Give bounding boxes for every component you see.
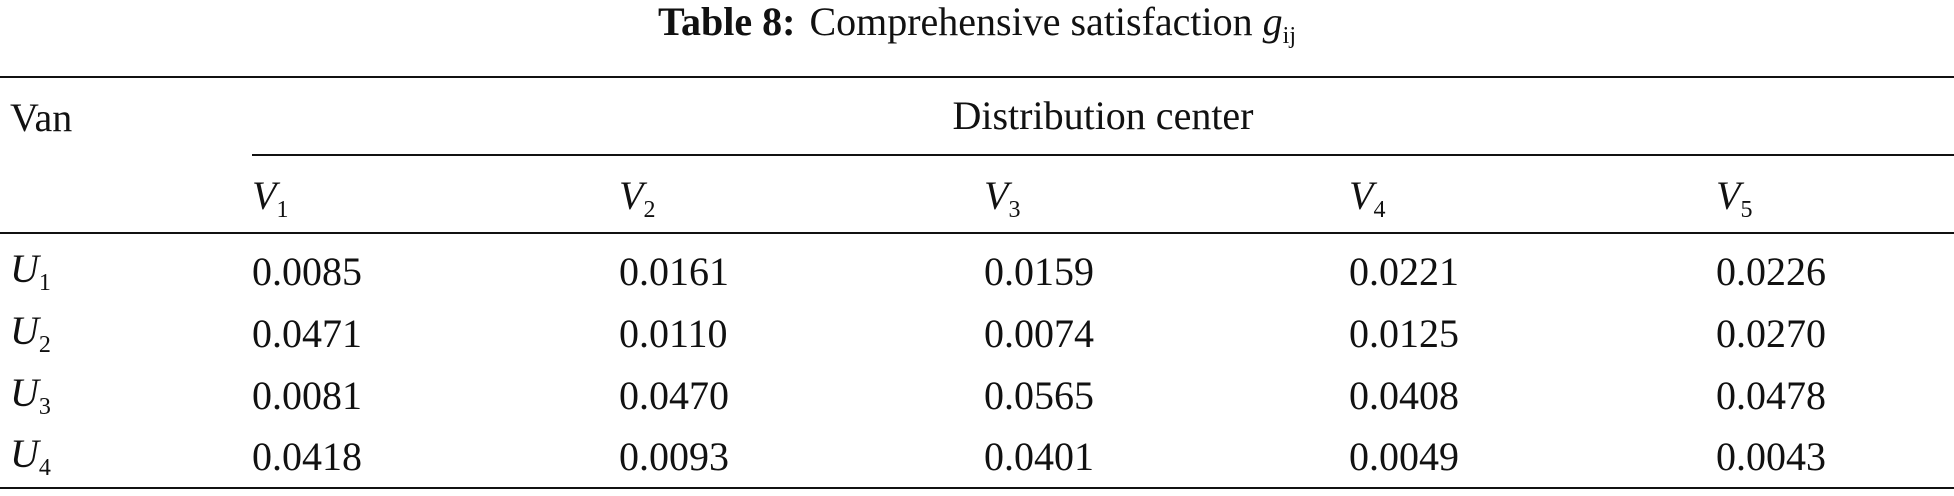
- row-label: U2: [10, 308, 51, 358]
- group-header: Distribution center: [952, 93, 1254, 138]
- table-label: Table 8:: [657, 0, 796, 44]
- row-label-symbol: U: [10, 246, 39, 291]
- row-label-symbol: U: [10, 308, 39, 353]
- cell: 0.0159: [984, 249, 1094, 294]
- row-label: U4: [10, 431, 51, 481]
- column-header-symbol: V: [984, 173, 1009, 218]
- cell: 0.0478: [1716, 373, 1826, 418]
- top-rule: [0, 76, 1954, 78]
- row-label: U3: [10, 370, 51, 420]
- header-rule: [0, 232, 1954, 234]
- column-header: V3: [984, 173, 1021, 223]
- row-label-symbol: U: [10, 431, 39, 476]
- row-label-subscript: 3: [38, 394, 51, 420]
- row-header: Van: [10, 95, 73, 140]
- cell: 0.0043: [1716, 434, 1826, 479]
- cell: 0.0125: [1349, 311, 1459, 356]
- cell: 0.0093: [619, 434, 729, 479]
- column-header-subscript: 1: [276, 197, 289, 223]
- column-header-subscript: 4: [1373, 197, 1386, 223]
- cell: 0.0270: [1716, 311, 1826, 356]
- cell: 0.0074: [984, 311, 1094, 356]
- column-header-symbol: V: [1716, 173, 1741, 218]
- column-header-subscript: 2: [643, 197, 656, 223]
- row-label-subscript: 1: [38, 270, 51, 296]
- column-header-subscript: 3: [1008, 197, 1021, 223]
- group-rule: [252, 154, 1954, 156]
- cell: 0.0471: [252, 311, 362, 356]
- cell: 0.0401: [984, 434, 1094, 479]
- cell: 0.0226: [1716, 249, 1826, 294]
- column-header: V4: [1349, 173, 1386, 223]
- cell: 0.0085: [252, 249, 362, 294]
- title-symbol: g: [1262, 0, 1283, 44]
- column-header: V5: [1716, 173, 1753, 223]
- column-header-symbol: V: [619, 173, 644, 218]
- cell: 0.0049: [1349, 434, 1459, 479]
- cell: 0.0110: [619, 311, 728, 356]
- row-label-symbol: U: [10, 370, 39, 415]
- column-header-symbol: V: [252, 173, 277, 218]
- cell: 0.0161: [619, 249, 729, 294]
- title-subscript: ij: [1282, 23, 1297, 49]
- column-header: V2: [619, 173, 656, 223]
- bottom-rule: [0, 487, 1954, 489]
- title-text: Comprehensive satisfaction: [809, 0, 1253, 44]
- column-header: V1: [252, 173, 289, 223]
- row-label-subscript: 4: [38, 455, 51, 481]
- table-title: Table 8: Comprehensive satisfaction gij: [0, 0, 1954, 49]
- column-header-symbol: V: [1349, 173, 1374, 218]
- cell: 0.0408: [1349, 373, 1459, 418]
- cell: 0.0418: [252, 434, 362, 479]
- cell: 0.0470: [619, 373, 729, 418]
- cell: 0.0221: [1349, 249, 1459, 294]
- column-header-subscript: 5: [1740, 197, 1753, 223]
- row-label: U1: [10, 246, 51, 296]
- cell: 0.0081: [252, 373, 362, 418]
- row-label-subscript: 2: [38, 332, 51, 358]
- cell: 0.0565: [984, 373, 1094, 418]
